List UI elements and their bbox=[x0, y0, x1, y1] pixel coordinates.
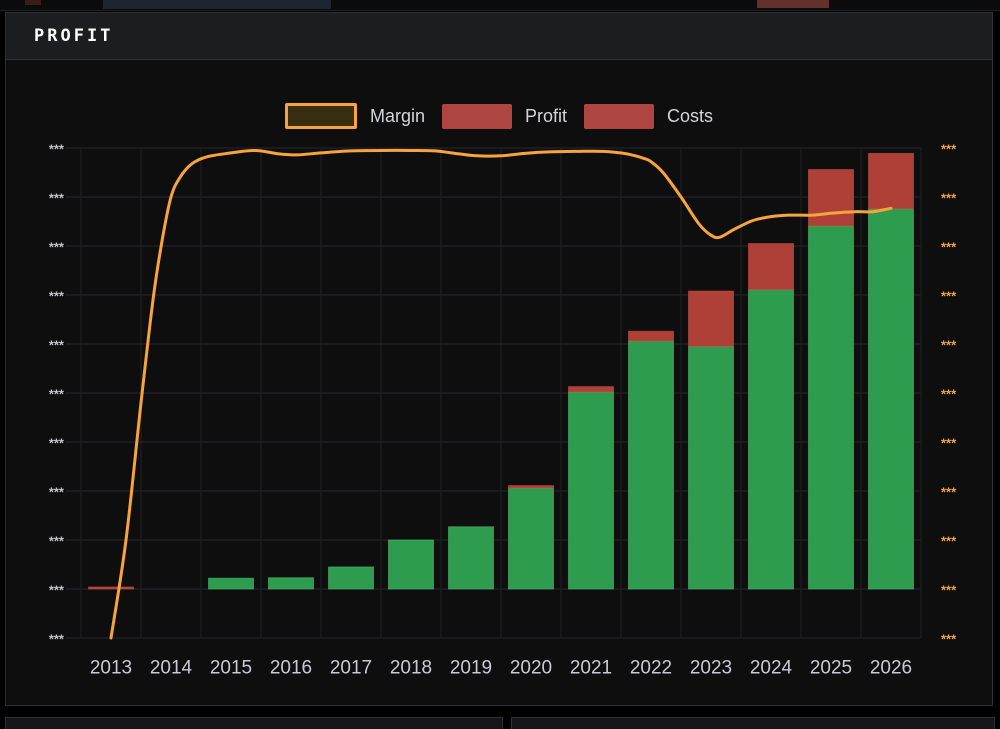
bar-costs-2025[interactable] bbox=[808, 169, 854, 227]
bar-profit-2020[interactable] bbox=[508, 487, 554, 590]
bar-profit-2015[interactable] bbox=[208, 577, 254, 590]
bar-costs-2023[interactable] bbox=[688, 290, 734, 347]
bar-costs-2022[interactable] bbox=[628, 330, 674, 342]
x-label-2019: 2019 bbox=[450, 658, 492, 679]
y-tick-right: *** bbox=[941, 436, 957, 451]
x-label-2016: 2016 bbox=[270, 658, 312, 679]
x-label-2020: 2020 bbox=[510, 658, 552, 679]
chart-legend: Margin Profit Costs bbox=[285, 103, 730, 129]
bar-costs-2026[interactable] bbox=[868, 152, 914, 210]
y-tick-right: *** bbox=[941, 191, 957, 206]
costs-swatch-icon bbox=[584, 103, 655, 129]
y-tick-right: *** bbox=[941, 387, 957, 402]
x-label-2022: 2022 bbox=[630, 658, 672, 679]
bar-profit-2022[interactable] bbox=[628, 340, 674, 590]
y-tick-left: *** bbox=[49, 338, 65, 353]
margin-swatch-icon bbox=[285, 103, 357, 129]
y-tick-left: *** bbox=[49, 191, 65, 206]
bar-profit-2023[interactable] bbox=[688, 345, 734, 590]
y-tick-right: *** bbox=[941, 289, 957, 304]
y-tick-left: *** bbox=[49, 534, 65, 549]
x-label-2023: 2023 bbox=[690, 658, 732, 679]
legend-label: Margin bbox=[370, 105, 426, 126]
x-label-2013: 2013 bbox=[90, 658, 132, 679]
y-tick-left: *** bbox=[49, 632, 65, 647]
y-tick-left: *** bbox=[49, 583, 65, 598]
y-tick-left: *** bbox=[49, 436, 65, 451]
bar-costs-2013[interactable] bbox=[88, 586, 134, 590]
x-label-2017: 2017 bbox=[330, 658, 372, 679]
y-tick-left: *** bbox=[49, 485, 65, 500]
y-tick-right: *** bbox=[941, 338, 957, 353]
y-tick-right: *** bbox=[941, 142, 957, 157]
bar-profit-2019[interactable] bbox=[448, 526, 494, 590]
bar-profit-2018[interactable] bbox=[388, 539, 434, 590]
cutoff-panels-below bbox=[0, 712, 1000, 729]
cutoff-red-fragment-left bbox=[25, 0, 41, 5]
bar-costs-2024[interactable] bbox=[748, 243, 794, 291]
cutoff-blue-fragment bbox=[103, 0, 331, 9]
profit-swatch-icon bbox=[442, 103, 513, 129]
bottom-left-panel-top bbox=[5, 717, 503, 729]
bar-profit-2016[interactable] bbox=[268, 577, 314, 590]
margin-line bbox=[109, 148, 893, 640]
x-label-2015: 2015 bbox=[210, 658, 252, 679]
legend-label: Profit bbox=[525, 105, 568, 126]
x-label-2018: 2018 bbox=[390, 658, 432, 679]
legend-item-margin[interactable]: Margin bbox=[285, 103, 425, 129]
panel-title: PROFIT bbox=[34, 26, 114, 46]
bar-profit-2026[interactable] bbox=[868, 208, 914, 590]
cutoff-red-fragment bbox=[757, 0, 829, 8]
legend-label: Costs bbox=[667, 105, 714, 126]
x-label-2024: 2024 bbox=[750, 658, 793, 679]
y-tick-left: *** bbox=[49, 289, 65, 304]
bar-profit-2024[interactable] bbox=[748, 289, 794, 590]
y-tick-right: *** bbox=[941, 534, 957, 549]
x-label-2021: 2021 bbox=[570, 658, 612, 679]
bar-profit-2025[interactable] bbox=[808, 225, 854, 590]
bar-profit-2021[interactable] bbox=[568, 391, 614, 590]
y-tick-right: *** bbox=[941, 583, 957, 598]
bar-profit-2017[interactable] bbox=[328, 566, 374, 590]
bar-costs-2021[interactable] bbox=[568, 386, 614, 393]
y-tick-left: *** bbox=[49, 387, 65, 402]
cutoff-panels-above bbox=[0, 0, 1000, 11]
legend-item-costs[interactable]: Costs bbox=[584, 103, 714, 129]
legend-item-profit[interactable]: Profit bbox=[442, 103, 568, 129]
y-tick-right: *** bbox=[941, 632, 957, 647]
panel-header[interactable]: PROFIT bbox=[6, 13, 992, 60]
y-tick-right: *** bbox=[941, 240, 957, 255]
x-label-2026: 2026 bbox=[870, 658, 912, 679]
x-label-2014: 2014 bbox=[150, 658, 193, 679]
y-tick-left: *** bbox=[49, 142, 65, 157]
bottom-right-panel-top bbox=[511, 717, 995, 729]
x-label-2025: 2025 bbox=[810, 658, 852, 679]
bar-costs-2020[interactable] bbox=[508, 485, 554, 489]
y-tick-right: *** bbox=[941, 485, 957, 500]
y-tick-left: *** bbox=[49, 240, 65, 255]
